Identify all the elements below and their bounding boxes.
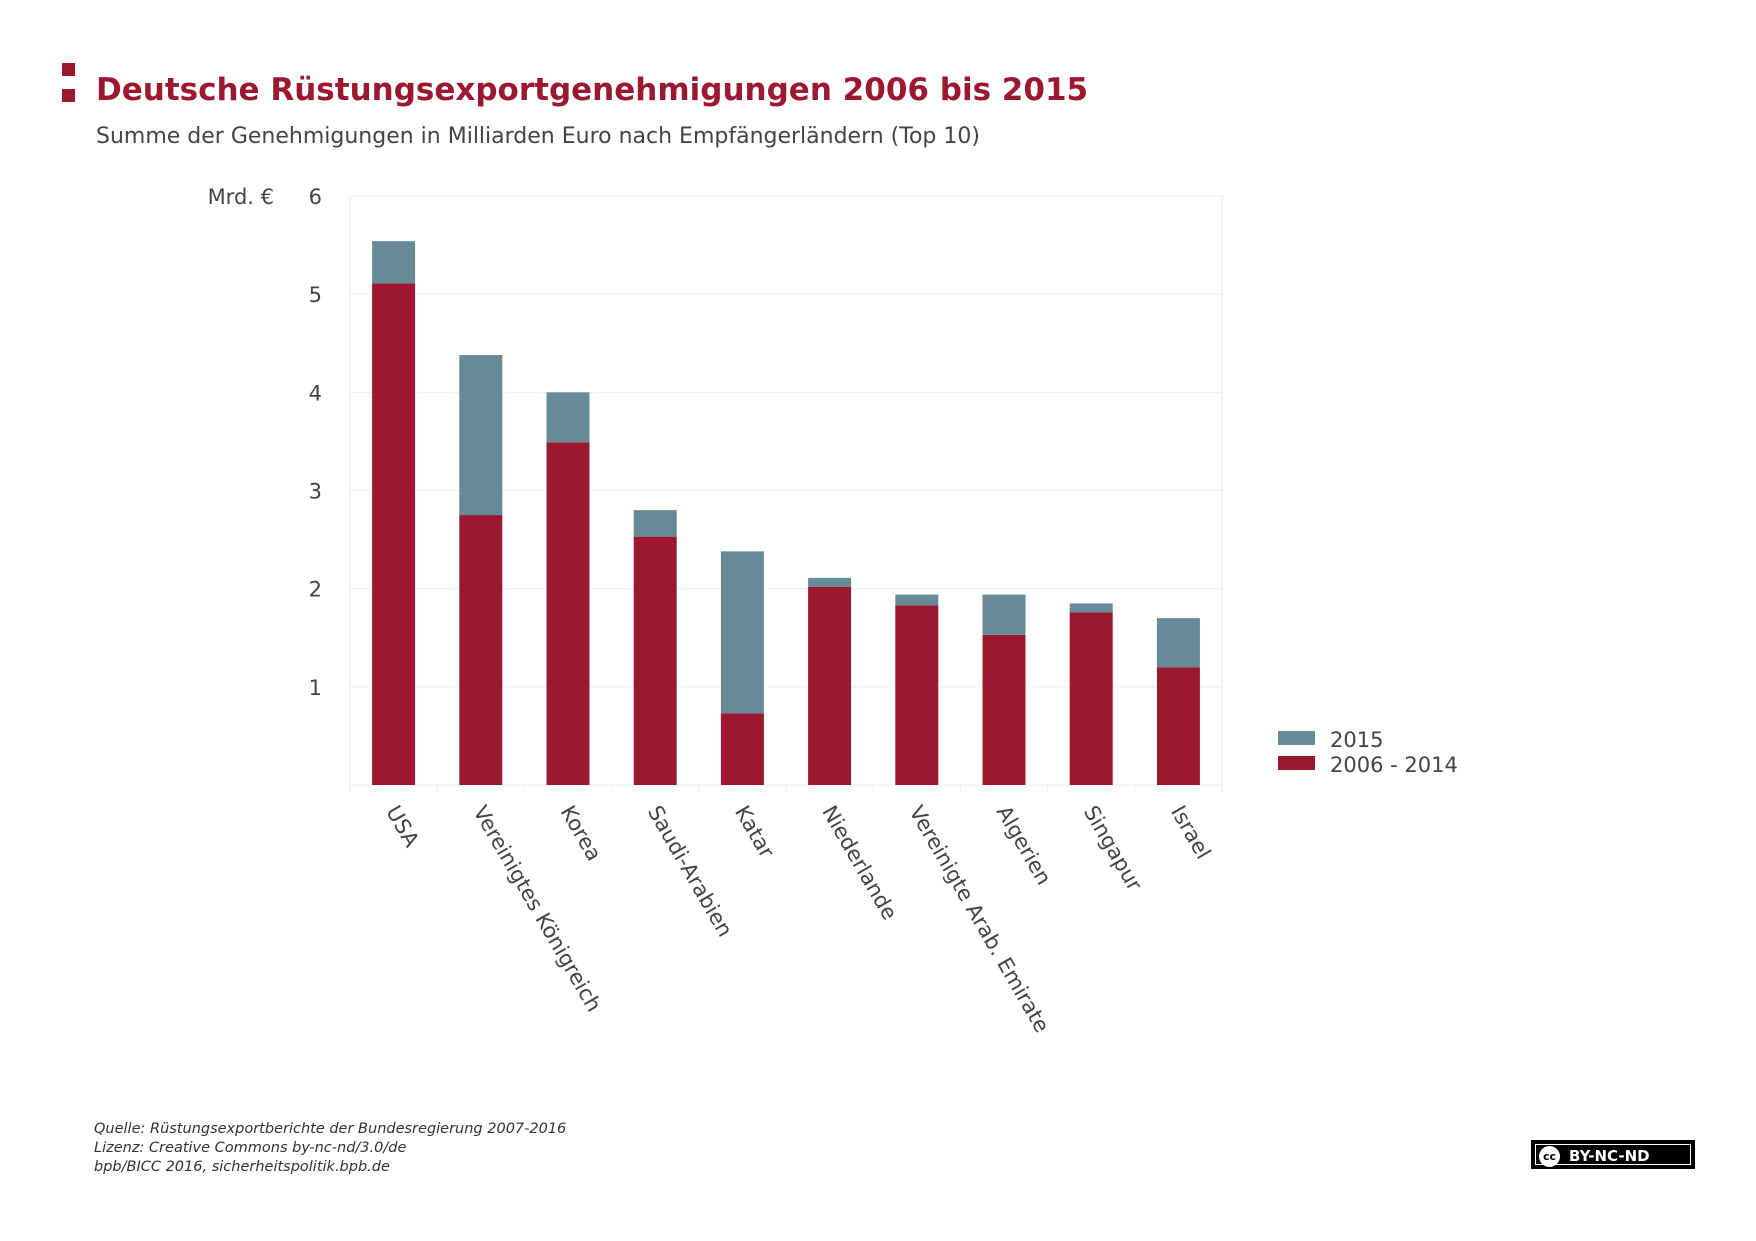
- bar-2015: [633, 510, 677, 537]
- y-axis-label: Mrd. €: [208, 185, 274, 209]
- bar-2015: [1069, 603, 1113, 613]
- license-badge-label: BY-NC-ND: [1569, 1147, 1650, 1165]
- bar-2006-2014: [720, 713, 764, 785]
- license-badge: cc BY-NC-ND: [1531, 1140, 1695, 1169]
- bar-2006-2014: [372, 283, 416, 785]
- x-tick-label: Korea: [556, 802, 607, 866]
- bar-2006-2014: [1069, 612, 1113, 785]
- bar-2006-2014: [546, 442, 590, 785]
- x-tick-label: Singapur: [1079, 802, 1147, 896]
- cc-icon: cc: [1539, 1146, 1560, 1167]
- title-marker-bottom: [62, 89, 75, 102]
- bar-2015: [720, 551, 764, 714]
- x-tick-label: Israel: [1166, 802, 1215, 864]
- y-tick-label: 2: [309, 578, 322, 602]
- bar-2015: [895, 594, 939, 606]
- bar-2015: [1156, 618, 1200, 668]
- x-tick-label: Saudi-Arabien: [643, 802, 737, 941]
- legend-label: 2006 - 2014: [1330, 753, 1458, 777]
- bar-2006-2014: [1156, 667, 1200, 785]
- bar-2006-2014: [895, 605, 939, 785]
- bar-2006-2014: [633, 536, 677, 785]
- bar-2015: [546, 392, 590, 443]
- source-note: Quelle: Rüstungsexportberichte der Bunde…: [94, 1121, 567, 1137]
- bar-2015: [808, 577, 852, 587]
- y-tick-label: 4: [309, 381, 322, 405]
- legend-swatch: [1278, 756, 1315, 770]
- chart-title: Deutsche Rüstungsexportgenehmigungen 200…: [96, 72, 1089, 108]
- x-tick-label: USA: [381, 802, 424, 852]
- bar-2015: [372, 241, 416, 284]
- bar-2006-2014: [982, 634, 1026, 785]
- x-tick-label: Algerien: [992, 802, 1056, 889]
- bar-2006-2014: [459, 515, 503, 785]
- y-tick-label: 1: [309, 676, 322, 700]
- y-tick-label: 3: [309, 480, 322, 504]
- footer: Quelle: Rüstungsexportberichte der Bunde…: [94, 1120, 566, 1177]
- bar-2015: [459, 355, 503, 516]
- chart-subtitle: Summe der Genehmigungen in Milliarden Eu…: [96, 124, 980, 149]
- bar-2015: [982, 594, 1026, 635]
- legend-swatch: [1278, 731, 1315, 745]
- x-tick-label: Katar: [730, 802, 779, 863]
- y-tick-label: 5: [309, 283, 322, 307]
- x-tick-label: Niederlande: [817, 802, 902, 925]
- license-note: Lizenz: Creative Commons by-nc-nd/3.0/de: [94, 1140, 407, 1156]
- title-marker-top: [62, 63, 75, 76]
- y-tick-label: 6: [309, 185, 322, 209]
- legend-label: 2015: [1330, 728, 1383, 752]
- bar-2006-2014: [808, 586, 852, 785]
- credit-note: bpb/BICC 2016, sicherheitspolitik.bpb.de: [94, 1159, 390, 1175]
